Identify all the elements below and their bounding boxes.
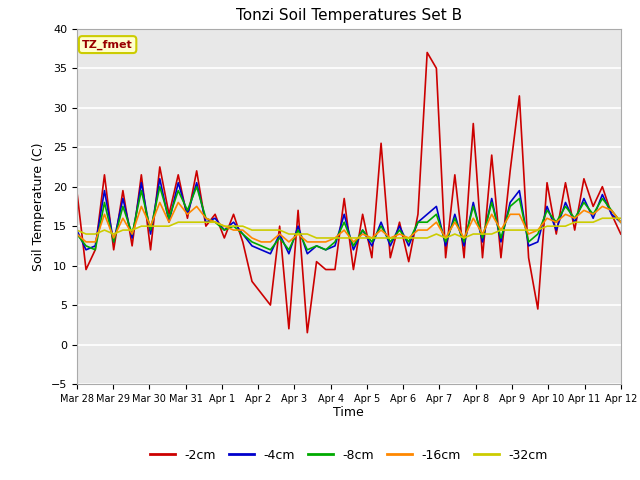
-2cm [165,211,173,217]
-2cm [230,211,237,217]
-8cm [433,211,440,217]
-8cm [248,239,256,245]
-16cm [184,211,191,217]
-16cm [267,239,275,245]
Legend: -2cm, -4cm, -8cm, -16cm, -32cm: -2cm, -4cm, -8cm, -16cm, -32cm [145,444,553,467]
-8cm [230,223,237,229]
-8cm [276,235,284,241]
-4cm [433,204,440,209]
-2cm [423,49,431,55]
-16cm [73,231,81,237]
-2cm [211,211,219,217]
Line: -2cm: -2cm [77,52,621,333]
-32cm [165,223,173,229]
-4cm [617,219,625,225]
-8cm [73,231,81,237]
-8cm [617,219,625,225]
-16cm [230,227,237,233]
-4cm [267,251,275,257]
-8cm [267,247,275,252]
Line: -4cm: -4cm [77,179,621,254]
-2cm [617,231,625,237]
-4cm [257,247,265,252]
-32cm [617,216,625,221]
Title: Tonzi Soil Temperatures Set B: Tonzi Soil Temperatures Set B [236,9,462,24]
-2cm [433,65,440,71]
-4cm [239,231,246,237]
-32cm [257,227,265,233]
-16cm [617,219,625,225]
-4cm [73,227,81,233]
-4cm [221,227,228,233]
Line: -16cm: -16cm [77,203,621,242]
-32cm [313,235,321,241]
-16cm [82,239,90,245]
-16cm [433,219,440,225]
-16cm [248,235,256,241]
Y-axis label: Soil Temperature (C): Soil Temperature (C) [32,142,45,271]
-16cm [276,231,284,237]
-8cm [92,247,99,252]
-2cm [257,290,265,296]
-16cm [156,200,164,205]
Line: -32cm: -32cm [77,218,621,238]
-2cm [248,278,256,284]
-32cm [598,216,606,221]
-8cm [184,207,191,213]
-32cm [211,219,219,225]
-4cm [156,176,164,181]
-4cm [174,180,182,186]
Text: TZ_fmet: TZ_fmet [82,39,133,50]
-8cm [156,184,164,190]
-2cm [73,188,81,193]
-32cm [248,227,256,233]
-4cm [276,231,284,237]
Line: -8cm: -8cm [77,187,621,250]
-32cm [73,227,81,233]
X-axis label: Time: Time [333,407,364,420]
-32cm [423,235,431,241]
-32cm [230,223,237,229]
-2cm [303,330,311,336]
